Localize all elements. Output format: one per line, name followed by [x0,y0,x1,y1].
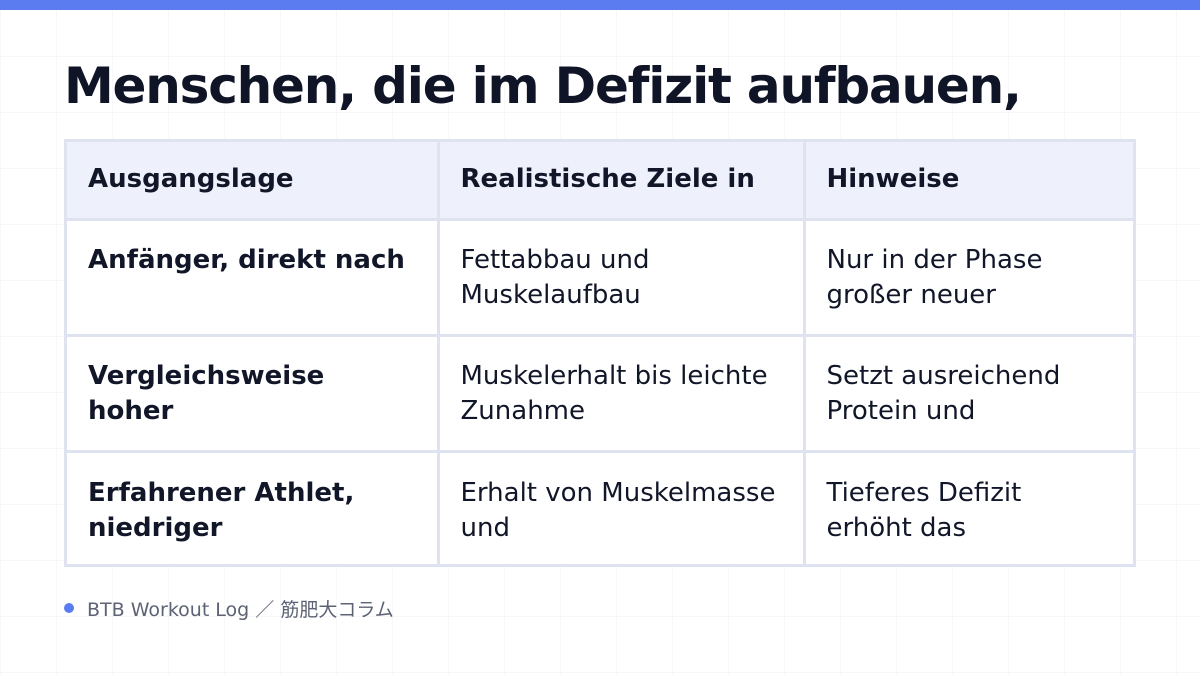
header-cell-ziele: Realistische Ziele in [436,142,806,221]
footer-source-label: BTB Workout Log ／ 筋肥大コラム [87,598,394,621]
slide-title: Menschen, die im Defizit aufbauen, [64,57,1022,115]
header-cell-ausgangslage: Ausgangslage [67,142,440,221]
table-cell-level: Erfahrener Athlet, niedriger [67,449,440,567]
table-cell-goal: Erhalt von Muskelmasse und [436,449,806,567]
table-cell-goal: Muskelerhalt bis leichte Zunahme [436,333,806,453]
table-cell-level: Anfänger, direkt nach [67,217,440,337]
table-cell-note: Nur in der Phase großer neuer [802,217,1133,337]
table-row: Vergleichsweise hoher Muskelerhalt bis l… [67,333,1133,453]
footer: BTB Workout Log ／ 筋肥大コラム [64,593,394,623]
comparison-table: Ausgangslage Realistische Ziele in Hinwe… [64,139,1136,567]
table-cell-goal: Fettabbau und Muskelaufbau [436,217,806,337]
table-header-row: Ausgangslage Realistische Ziele in Hinwe… [67,142,1133,221]
table-row: Erfahrener Athlet, niedriger Erhalt von … [67,449,1133,567]
table-cell-note: Setzt ausreichend Protein und [802,333,1133,453]
dot-icon [64,603,74,613]
top-accent-bar [0,0,1200,10]
table-cell-level: Vergleichsweise hoher [67,333,440,453]
table-cell-note: Tieferes Defizit erhöht das [802,449,1133,567]
header-cell-hinweise: Hinweise [802,142,1133,221]
table-row: Anfänger, direkt nach Fettabbau und Musk… [67,217,1133,337]
